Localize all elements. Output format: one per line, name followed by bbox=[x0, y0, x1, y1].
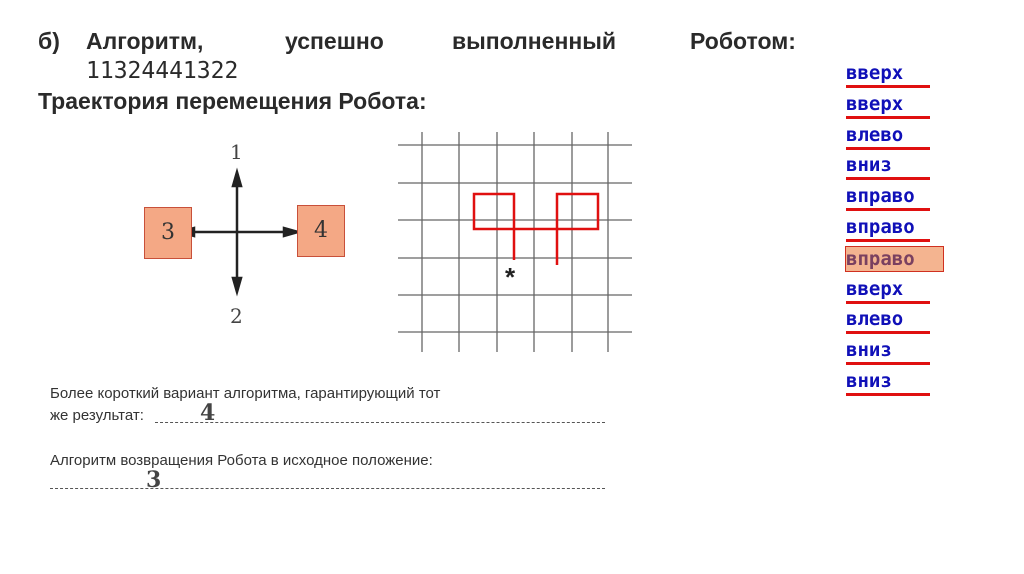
question-1-text-2: же результат: bbox=[50, 407, 144, 424]
answer-line-2 bbox=[50, 488, 605, 489]
algorithm-code: 11324441322 bbox=[86, 58, 239, 84]
command-item: вверх bbox=[846, 277, 930, 304]
command-item: вниз bbox=[846, 369, 930, 396]
task-word: выполненный bbox=[452, 28, 617, 54]
robot-path bbox=[472, 192, 600, 265]
compass-left-box: 3 bbox=[144, 207, 192, 259]
trajectory-title: Траектория перемещения Робота: bbox=[38, 88, 427, 114]
command-item: вправо bbox=[846, 215, 930, 242]
question-1-text: Более короткий вариант алгоритма, гарант… bbox=[50, 385, 441, 402]
command-item: вниз bbox=[846, 338, 930, 366]
command-item: влево bbox=[846, 307, 930, 335]
task-word: Алгоритм, bbox=[86, 28, 204, 54]
task-word: успешно bbox=[285, 28, 384, 54]
task-label: б) bbox=[38, 28, 60, 54]
grid bbox=[398, 132, 632, 352]
question-2-text: Алгоритм возвращения Робота в исходное п… bbox=[50, 452, 433, 469]
command-item: вправо bbox=[846, 184, 930, 212]
answer-line-1 bbox=[155, 422, 605, 423]
compass-arrows bbox=[175, 167, 303, 297]
answer-2: 3 bbox=[146, 467, 162, 493]
command-item-highlighted: вправо bbox=[845, 245, 944, 272]
command-item: вниз bbox=[846, 153, 930, 181]
command-item: вверх bbox=[846, 92, 930, 119]
compass-up-label: 1 bbox=[230, 140, 243, 164]
command-item: влево bbox=[846, 123, 930, 150]
answer-1: 4 bbox=[200, 400, 216, 426]
task-word: Роботом: bbox=[690, 28, 796, 54]
compass-right-box: 4 bbox=[297, 205, 345, 257]
command-item: вверх bbox=[846, 61, 930, 88]
compass-down-label: 2 bbox=[230, 304, 243, 328]
start-mark: * bbox=[505, 262, 516, 292]
